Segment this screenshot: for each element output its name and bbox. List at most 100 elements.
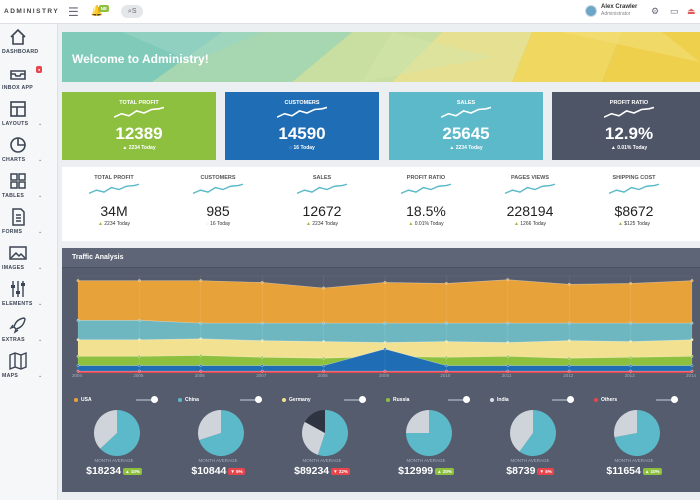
avatar[interactable] — [585, 4, 597, 17]
stat-card-profit-ratio[interactable]: PROFIT RATIO 12.9% ▲ 0.01% Today — [552, 92, 700, 160]
data-point[interactable] — [199, 321, 203, 325]
tablet-icon[interactable]: ▭ — [670, 6, 679, 16]
sidebar-item-maps[interactable]: MAPS ⌄ — [0, 348, 57, 384]
sidebar-item-forms[interactable]: FORMS ⌄ — [0, 204, 57, 240]
data-point[interactable] — [445, 369, 448, 373]
data-point[interactable] — [567, 356, 571, 360]
data-point[interactable] — [445, 340, 448, 343]
data-point[interactable] — [690, 369, 694, 373]
pie-slice[interactable] — [198, 410, 221, 441]
data-point[interactable] — [138, 355, 141, 358]
stat-card-customers[interactable]: CUSTOMERS 14590 ◌ 16 Today — [225, 92, 379, 160]
data-point[interactable] — [383, 341, 387, 344]
data-point[interactable] — [199, 337, 203, 341]
data-point[interactable] — [690, 321, 694, 325]
data-point[interactable] — [445, 364, 448, 367]
data-point[interactable] — [260, 321, 264, 325]
country-toggle[interactable] — [344, 396, 366, 403]
sidebar-item-dashboard[interactable]: DASHBOARD — [0, 24, 57, 60]
data-point[interactable] — [76, 369, 80, 373]
data-point[interactable] — [322, 340, 325, 343]
pie-slice[interactable] — [510, 410, 533, 452]
data-point[interactable] — [76, 279, 80, 282]
data-point[interactable] — [506, 341, 510, 344]
data-point[interactable] — [199, 369, 203, 373]
data-point[interactable] — [322, 356, 325, 360]
data-point[interactable] — [260, 355, 264, 359]
pie-slice[interactable] — [614, 410, 637, 438]
pie-slice[interactable] — [199, 410, 244, 456]
data-point[interactable] — [690, 338, 694, 342]
data-point[interactable] — [76, 364, 80, 367]
pie-slice[interactable] — [302, 421, 325, 455]
data-point[interactable] — [322, 369, 325, 373]
data-point[interactable] — [199, 354, 203, 357]
data-point[interactable] — [260, 281, 264, 284]
hamburger-icon[interactable]: ☰ — [68, 4, 79, 19]
data-point[interactable] — [690, 355, 694, 358]
sidebar-item-tables[interactable]: TABLES ⌄ — [0, 168, 57, 204]
data-point[interactable] — [506, 355, 510, 358]
data-point[interactable] — [567, 369, 571, 373]
pie-slice[interactable] — [614, 410, 660, 456]
user-menu[interactable]: Alex Crawler Administrator — [585, 4, 637, 17]
data-point[interactable] — [506, 321, 510, 325]
data-point[interactable] — [138, 318, 141, 322]
data-point[interactable] — [76, 338, 80, 342]
country-toggle[interactable] — [448, 396, 470, 403]
data-point[interactable] — [383, 281, 387, 284]
data-point[interactable] — [322, 286, 325, 290]
sidebar-item-elements[interactable]: ELEMENTS ⌄ — [0, 276, 57, 312]
pie-slice[interactable] — [304, 410, 325, 433]
data-point[interactable] — [138, 279, 141, 282]
country-toggle[interactable] — [656, 396, 678, 403]
data-point[interactable] — [322, 364, 325, 367]
data-point[interactable] — [629, 321, 632, 325]
pie-slice[interactable] — [94, 410, 117, 449]
data-point[interactable] — [629, 355, 632, 359]
data-point[interactable] — [567, 282, 571, 286]
sidebar-item-inbox-app[interactable]: INBOX APP ● — [0, 60, 57, 96]
data-point[interactable] — [260, 369, 264, 373]
data-point[interactable] — [567, 321, 571, 325]
data-point[interactable] — [76, 355, 80, 358]
data-point[interactable] — [690, 279, 694, 282]
settings-sliders-icon[interactable]: ⚙ — [651, 6, 660, 16]
data-point[interactable] — [629, 282, 632, 285]
data-point[interactable] — [506, 364, 510, 367]
sidebar-item-images[interactable]: IMAGES ⌄ — [0, 240, 57, 276]
data-point[interactable] — [76, 318, 80, 322]
data-point[interactable] — [322, 321, 325, 325]
data-point[interactable] — [199, 279, 203, 282]
data-point[interactable] — [567, 339, 571, 343]
data-point[interactable] — [383, 347, 387, 351]
country-toggle[interactable] — [136, 396, 158, 403]
data-point[interactable] — [567, 364, 571, 367]
country-toggle[interactable] — [552, 396, 574, 403]
data-point[interactable] — [199, 364, 203, 367]
sidebar-item-extras[interactable]: EXTRAS ⌄ — [0, 312, 57, 348]
pie-slice[interactable] — [406, 410, 429, 433]
data-point[interactable] — [690, 364, 694, 367]
data-point[interactable] — [260, 364, 264, 367]
pie-slice[interactable] — [100, 410, 140, 456]
data-point[interactable] — [445, 282, 448, 285]
pie-slice[interactable] — [519, 410, 556, 456]
data-point[interactable] — [629, 364, 632, 367]
stat-card-sales[interactable]: SALES 25645 ▲ 2234 Today — [389, 92, 543, 160]
data-point[interactable] — [445, 321, 448, 325]
data-point[interactable] — [629, 369, 632, 373]
brand-logo[interactable]: ADMINISTRY — [4, 8, 60, 15]
pie-slice[interactable] — [317, 410, 348, 456]
search-button[interactable]: ⌕ S — [121, 5, 144, 18]
data-point[interactable] — [260, 339, 264, 343]
data-point[interactable] — [629, 340, 632, 343]
data-point[interactable] — [383, 321, 387, 325]
data-point[interactable] — [506, 369, 510, 373]
bell-icon[interactable]: 🔔 NE — [90, 5, 110, 17]
data-point[interactable] — [138, 338, 141, 342]
data-point[interactable] — [138, 364, 141, 367]
stat-card-total-profit[interactable]: TOTAL PROFIT 12389 ▲ 2234 Today — [62, 92, 216, 160]
logout-icon[interactable]: ⏏ — [687, 6, 696, 16]
data-point[interactable] — [506, 278, 510, 282]
